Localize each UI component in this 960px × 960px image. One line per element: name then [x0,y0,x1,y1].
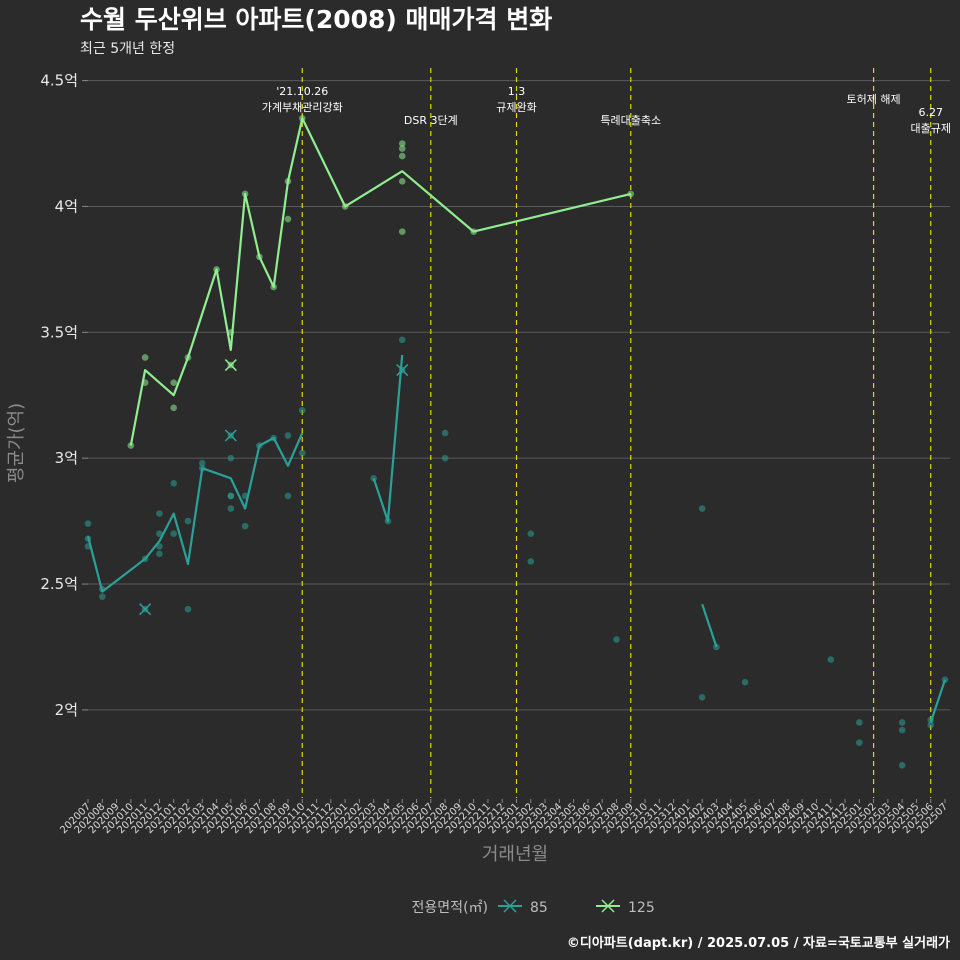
y-axis-label: 평균가(억) [6,403,27,483]
event-label: 특례대출축소 [600,114,661,127]
data-point [241,522,249,530]
data-point [156,510,163,517]
event-label: 6.27 [918,106,943,119]
data-point [198,459,206,467]
event-label: 대출규제 [910,122,950,135]
legend: 전용면적(㎡) 85 125 [412,899,655,916]
series-125 [127,115,635,449]
data-point [156,530,163,537]
y-tick-label: 4억 [55,197,78,215]
legend-title: 전용면적(㎡) [412,900,488,916]
data-point [170,404,177,412]
data-point [398,152,406,160]
data-point [927,721,935,729]
x-axis-label: 거래년월 [482,844,548,865]
data-point [227,454,235,462]
legend-key-cross [601,899,615,913]
data-point [856,739,863,746]
data-point [284,492,292,500]
data-point [527,558,535,565]
data-point [898,761,906,769]
event-label: DSR 3단계 [404,114,458,127]
chart-subtitle: 최근 5개년 한정 [80,41,175,57]
chart-title: 수월 두산위브 아파트(2008) 매매가격 변화 [80,5,552,34]
series-line [86,432,304,593]
data-point [741,678,749,686]
event-label: 토허제 해제 [847,92,901,106]
series-line [701,603,718,648]
legend-key-cross [503,899,517,913]
data-point [613,636,620,643]
cross-marker [139,603,152,616]
data-point [856,719,863,726]
y-tick-label: 2.5억 [40,575,78,593]
data-point [398,336,406,344]
y-tick-label: 2억 [55,701,78,719]
y-tick-label: 3.5억 [40,323,78,341]
legend-label: 125 [628,900,655,916]
data-point [527,530,535,537]
data-point [227,492,235,500]
data-point [298,449,306,457]
data-point [898,719,906,726]
cross-marker [224,429,237,442]
data-point [398,177,406,185]
data-point [441,454,449,462]
data-point [441,429,449,437]
data-point [184,605,192,613]
data-point [141,354,149,361]
event-label: '21.10.26 [276,85,328,98]
series-layer [84,115,949,769]
data-point [227,505,235,512]
event-label: 가계부채관리강화 [262,101,343,114]
y-axis: 2억 2.5억 3억 3.5억 4억 4.5억 [40,72,88,719]
data-point [698,694,706,701]
cross-marker [224,359,237,372]
data-point [827,656,835,663]
data-point [156,550,163,558]
series-line [929,679,947,723]
y-tick-label: 3억 [55,449,78,467]
legend-label: 85 [530,900,548,916]
data-point [284,432,292,439]
cross-marker [396,364,409,377]
series-line [372,354,404,523]
event-label: 1.3 [508,85,526,98]
event-label: 규제완화 [496,101,536,114]
data-point [398,140,406,147]
data-point [698,505,706,512]
caption: ©디아파트(dapt.kr) / 2025.07.05 / 자료=국토교통부 실… [567,935,950,951]
data-point [398,228,406,235]
series-line [129,117,632,446]
data-point [284,215,292,223]
data-point [398,145,406,152]
series-85 [84,336,949,769]
data-point [298,407,306,414]
data-point [84,520,92,527]
data-point [98,593,106,600]
data-point [184,517,192,525]
data-point [898,726,906,734]
data-point [170,480,177,487]
y-tick-label: 4.5억 [40,72,78,90]
data-point [170,530,177,537]
data-point [170,379,177,386]
